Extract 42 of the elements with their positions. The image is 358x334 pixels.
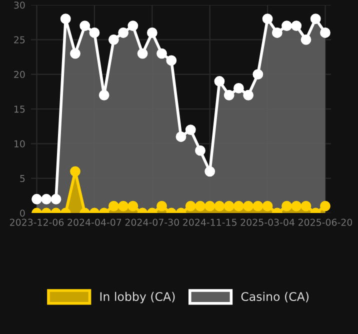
point bbox=[320, 28, 330, 38]
point bbox=[185, 124, 196, 136]
point bbox=[80, 20, 90, 32]
point bbox=[233, 82, 244, 94]
x-tick-label: 2025-03-04 bbox=[240, 218, 294, 226]
point bbox=[176, 132, 186, 142]
point bbox=[70, 48, 80, 59]
legend-label: In lobby (CA) bbox=[100, 292, 175, 304]
point bbox=[310, 14, 321, 24]
point bbox=[195, 145, 206, 156]
point bbox=[60, 14, 71, 24]
point bbox=[224, 90, 234, 100]
point bbox=[156, 48, 167, 59]
point bbox=[291, 20, 302, 32]
point bbox=[262, 14, 273, 24]
x-tick-label: 2025-06-20 bbox=[298, 218, 352, 226]
x-tick-label: 2024-11-15 bbox=[183, 218, 236, 226]
point bbox=[128, 20, 138, 32]
x-tick-label: 2023-12-06 bbox=[10, 218, 64, 226]
point bbox=[98, 90, 110, 100]
y-tick-label: 10 bbox=[14, 140, 25, 148]
y-tick-label: 25 bbox=[14, 36, 25, 44]
point bbox=[118, 28, 129, 38]
point bbox=[272, 28, 282, 38]
point bbox=[137, 48, 148, 59]
point bbox=[300, 34, 312, 45]
point bbox=[89, 28, 100, 38]
point bbox=[214, 76, 225, 86]
y-tick-label: 30 bbox=[14, 2, 25, 9]
point bbox=[146, 28, 158, 38]
point bbox=[108, 34, 119, 45]
y-tick-label: 20 bbox=[14, 70, 25, 78]
x-tick-label: 2024-07-30 bbox=[125, 218, 179, 226]
y-tick-label: 15 bbox=[14, 106, 25, 113]
point bbox=[166, 55, 177, 66]
point bbox=[243, 90, 254, 100]
legend-label: Casino (CA) bbox=[241, 292, 309, 302]
x-tick-label: 2024-04-07 bbox=[68, 218, 122, 226]
y-tick-label: 0 bbox=[20, 210, 25, 217]
y-tick-label: 5 bbox=[20, 175, 25, 182]
point bbox=[282, 20, 292, 32]
point bbox=[252, 69, 264, 80]
